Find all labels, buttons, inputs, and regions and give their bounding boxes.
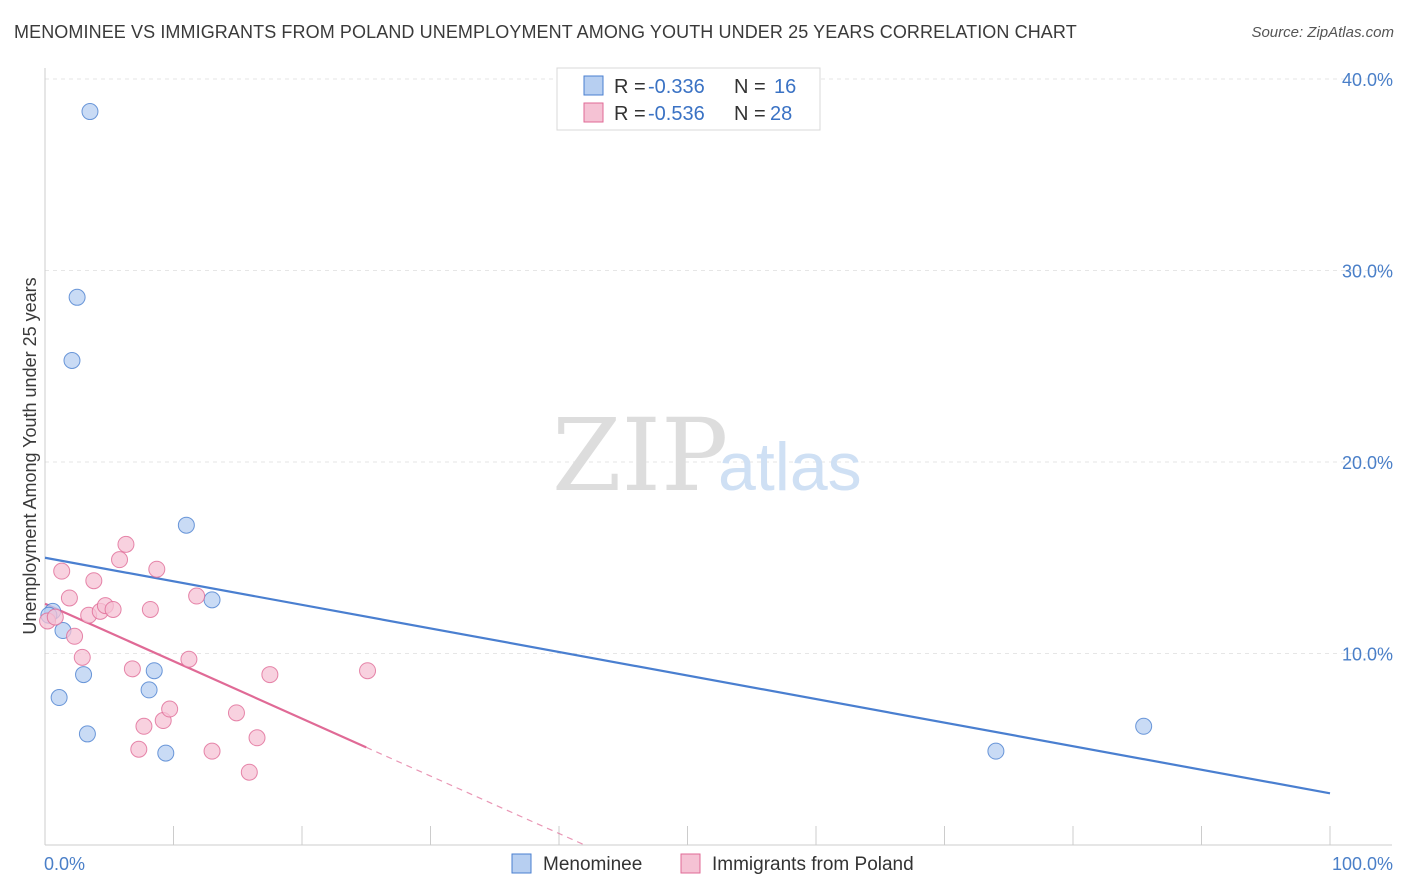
point-menominee-13 [987, 742, 1005, 760]
gridlines [45, 78, 1392, 654]
point-poland-25 [248, 729, 266, 747]
watermark-zip: ZIP [552, 397, 728, 514]
y-tick-label-20: 20.0% [1342, 453, 1393, 473]
bottom-legend-swatch-menominee [511, 853, 532, 874]
chart-title: MENOMINEE VS IMMIGRANTS FROM POLAND UNEM… [14, 22, 1077, 42]
series-legend: Menominee Immigrants from Poland [511, 853, 914, 875]
legend-n-value-1: 16 [774, 76, 796, 98]
legend-swatch-poland [583, 102, 604, 123]
point-poland-17 [148, 560, 166, 578]
source-label: Source: ZipAtlas.com [1251, 24, 1394, 41]
legend-r-value-1: -0.336 [648, 76, 705, 98]
point-menominee-9 [140, 681, 158, 699]
legend-r-label-2: R = [614, 103, 646, 125]
bottom-legend-menominee: Menominee [543, 854, 642, 875]
point-poland-16 [141, 600, 159, 618]
zipatlas-watermark: ZIP atlas [552, 397, 862, 514]
point-menominee-1 [68, 288, 86, 306]
trend-lines [44, 556, 1331, 846]
point-poland-23 [227, 704, 245, 722]
point-menominee-2 [63, 352, 81, 370]
tick-labels: 10.0% 20.0% 30.0% 40.0% 0.0% 100.0% [44, 70, 1393, 874]
point-poland-4 [66, 627, 84, 645]
point-menominee-8 [145, 662, 163, 680]
y-axis-label: Unemployment Among Youth under 25 years [20, 277, 40, 634]
y-tick-label-40: 40.0% [1342, 70, 1393, 90]
point-poland-3 [60, 589, 78, 607]
point-menominee-0 [81, 103, 99, 121]
x-tick-label-min: 0.0% [44, 854, 85, 874]
point-menominee-12 [157, 744, 175, 762]
point-poland-14 [130, 740, 148, 758]
legend-n-label-1: N = [734, 76, 766, 98]
point-poland-20 [180, 650, 198, 668]
point-poland-2 [53, 562, 71, 580]
legend-n-label-2: N = [734, 103, 766, 125]
point-poland-11 [111, 551, 129, 569]
bottom-legend-poland: Immigrants from Poland [712, 854, 914, 875]
point-poland-5 [73, 648, 91, 666]
legend-n-value-2: 28 [770, 103, 792, 125]
point-poland-24 [240, 763, 258, 781]
axes [44, 68, 1392, 846]
y-tick-label-10: 10.0% [1342, 645, 1393, 665]
point-poland-27 [359, 662, 377, 680]
correlation-legend: R = -0.336 N = 16 R = -0.536 N = 28 [556, 67, 821, 131]
point-poland-15 [135, 717, 153, 735]
legend-r-label-1: R = [614, 76, 646, 98]
x-tick-label-max: 100.0% [1332, 854, 1393, 874]
point-menominee-7 [75, 666, 93, 684]
watermark-atlas: atlas [718, 429, 862, 505]
legend-swatch-menominee [583, 75, 604, 96]
point-poland-22 [203, 742, 221, 760]
y-tick-label-30: 30.0% [1342, 262, 1393, 282]
trend-line-extension-poland [366, 746, 585, 846]
legend-r-value-2: -0.536 [648, 103, 705, 125]
bottom-legend-swatch-poland [680, 853, 701, 874]
point-poland-12 [117, 535, 135, 553]
trend-line-menominee [44, 556, 1331, 795]
point-menominee-11 [78, 725, 96, 743]
point-poland-26 [261, 666, 279, 684]
point-poland-10 [104, 600, 122, 618]
point-menominee-3 [177, 516, 195, 534]
trend-line-poland [44, 602, 367, 749]
point-poland-1 [46, 608, 64, 626]
data-points [39, 103, 1153, 781]
point-poland-7 [85, 572, 103, 590]
point-poland-13 [123, 660, 141, 678]
point-menominee-14 [1135, 717, 1153, 735]
point-menominee-10 [50, 689, 68, 707]
point-menominee-6 [203, 591, 221, 609]
point-poland-21 [188, 587, 206, 605]
point-poland-19 [161, 700, 179, 718]
